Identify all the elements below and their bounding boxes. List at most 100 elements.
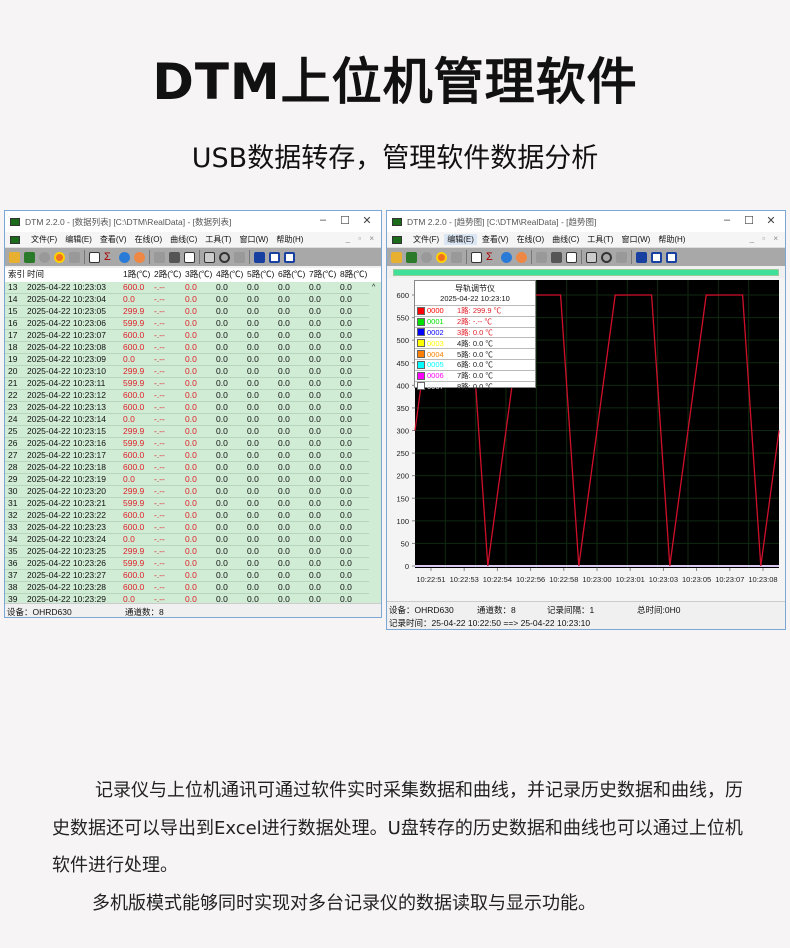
menu-online[interactable]: 在线(O) — [516, 235, 545, 244]
menu-help[interactable]: 帮助(H) — [658, 235, 686, 244]
record-icon[interactable] — [436, 251, 447, 263]
info-icon[interactable] — [501, 251, 512, 263]
time-range-slider[interactable] — [393, 269, 779, 276]
table-icon[interactable] — [89, 251, 100, 263]
table-row[interactable]: 25 2025-04-22 10:23:15 299.9 -.-- 0.0 0.0 0.0 0… — [5, 426, 369, 438]
zoom-icon[interactable] — [601, 251, 612, 263]
menu-view[interactable]: 查看(V) — [481, 235, 509, 244]
menu-file[interactable]: 文件(F) — [31, 235, 58, 244]
table-row[interactable]: 30 2025-04-22 10:23:20 299.9 -.-- 0.0 0.0 0.0 0… — [5, 486, 369, 498]
col-ch1[interactable]: 1路(℃) — [123, 269, 151, 279]
info-icon[interactable] — [119, 251, 130, 263]
copy-icon[interactable] — [586, 251, 597, 263]
disabled-icon[interactable] — [536, 251, 547, 263]
legend-item[interactable]: 0003 4路: 0.0 ℃ — [415, 337, 535, 348]
col-ch6[interactable]: 6路(℃) — [278, 269, 306, 279]
minimize-button[interactable]: – — [319, 214, 327, 226]
table-row[interactable]: 36 2025-04-22 10:23:26 599.9 -.-- 0.0 0.0 0.0 0… — [5, 558, 369, 570]
maximize-button[interactable]: ☐ — [744, 215, 754, 227]
mdi-controls[interactable]: _ ▫ × — [345, 234, 377, 243]
vertical-scrollbar[interactable]: ^ — [369, 282, 381, 603]
chart-icon[interactable] — [406, 251, 417, 263]
col-index[interactable]: 索引 — [8, 269, 26, 279]
scroll-up-icon[interactable]: ^ — [372, 284, 376, 291]
menu-help[interactable]: 帮助(H) — [276, 235, 304, 244]
table-row[interactable]: 27 2025-04-22 10:23:17 600.0 -.-- 0.0 0.0 0.0 0… — [5, 450, 369, 462]
legend-item[interactable]: 0000 1路: 299.9 ℃ — [415, 305, 535, 316]
zoom-icon[interactable] — [219, 251, 230, 263]
table-icon[interactable] — [471, 251, 482, 263]
mdi-controls[interactable]: _ ▫ × — [749, 234, 781, 243]
table-row[interactable]: 34 2025-04-22 10:23:24 0.0 -.-- 0.0 0.0 0.0 0.0… — [5, 534, 369, 546]
tile-vertical-icon[interactable] — [666, 251, 677, 263]
menu-edit[interactable]: 编辑(E) — [65, 235, 92, 244]
menu-window[interactable]: 窗口(W) — [621, 235, 651, 244]
col-ch5[interactable]: 5路(℃) — [247, 269, 275, 279]
table-row[interactable]: 19 2025-04-22 10:23:09 0.0 -.-- 0.0 0.0 0.0 0.0… — [5, 354, 369, 366]
table-row[interactable]: 17 2025-04-22 10:23:07 600.0 -.-- 0.0 0.0 0.0 0… — [5, 330, 369, 342]
cascade-icon[interactable] — [254, 251, 265, 263]
disabled-icon[interactable] — [421, 251, 432, 263]
table-row[interactable]: 21 2025-04-22 10:23:11 599.9 -.-- 0.0 0.0 0.0 0… — [5, 378, 369, 390]
tile-vertical-icon[interactable] — [284, 251, 295, 263]
open-folder-icon[interactable] — [391, 251, 402, 263]
legend-item[interactable]: 0006 7路: 0.0 ℃ — [415, 369, 535, 381]
minimize-button[interactable]: – — [723, 214, 731, 226]
maximize-button[interactable]: ☐ — [340, 215, 350, 227]
palette-icon[interactable] — [516, 251, 527, 263]
legend-item[interactable]: 0007 8路: 0.0 ℃ — [415, 380, 535, 392]
table-row[interactable]: 29 2025-04-22 10:23:19 0.0 -.-- 0.0 0.0 0.0 0.0… — [5, 474, 369, 486]
col-ch2[interactable]: 2路(℃) — [154, 269, 182, 279]
menu-file[interactable]: 文件(F) — [413, 235, 440, 244]
table-row[interactable]: 14 2025-04-22 10:23:04 0.0 -.-- 0.0 0.0 0.0 0.0… — [5, 294, 369, 306]
close-button[interactable]: ✕ — [362, 215, 372, 227]
stop-icon[interactable] — [69, 251, 80, 263]
table-row[interactable]: 26 2025-04-22 10:23:16 599.9 -.-- 0.0 0.0 0.0 0… — [5, 438, 369, 450]
table-row[interactable]: 15 2025-04-22 10:23:05 299.9 -.-- 0.0 0.0 0.0 0… — [5, 306, 369, 318]
cascade-icon[interactable] — [636, 251, 647, 263]
table-row[interactable]: 23 2025-04-22 10:23:13 600.0 -.-- 0.0 0.0 0.0 0… — [5, 402, 369, 414]
tile-horizontal-icon[interactable] — [269, 251, 280, 263]
menu-view[interactable]: 查看(V) — [99, 235, 127, 244]
table-row[interactable]: 20 2025-04-22 10:23:10 299.9 -.-- 0.0 0.0 0.0 0… — [5, 366, 369, 378]
palette-icon[interactable] — [134, 251, 145, 263]
table-row[interactable]: 16 2025-04-22 10:23:06 599.9 -.-- 0.0 0.0 0.0 0… — [5, 318, 369, 330]
legend-item[interactable]: 0002 3路: 0.0 ℃ — [415, 326, 535, 338]
stop-icon[interactable] — [451, 251, 462, 263]
legend-item[interactable]: 0004 5路: 0.0 ℃ — [415, 348, 535, 359]
print-icon[interactable] — [169, 251, 180, 263]
print-preview-icon[interactable] — [566, 251, 577, 263]
menu-curve[interactable]: 曲线(C) — [170, 235, 198, 244]
print-preview-icon[interactable] — [184, 251, 195, 263]
col-ch4[interactable]: 4路(℃) — [216, 269, 244, 279]
disabled-icon[interactable] — [234, 251, 245, 263]
disabled-icon[interactable] — [616, 251, 627, 263]
disabled-icon[interactable] — [39, 251, 50, 263]
disabled-icon[interactable] — [154, 251, 165, 263]
print-icon[interactable] — [551, 251, 562, 263]
table-row[interactable]: 28 2025-04-22 10:23:18 600.0 -.-- 0.0 0.0 0.0 0… — [5, 462, 369, 474]
table-row[interactable]: 35 2025-04-22 10:23:25 299.9 -.-- 0.0 0.0 0.0 0… — [5, 546, 369, 558]
table-row[interactable]: 18 2025-04-22 10:23:08 600.0 -.-- 0.0 0.0 0.0 0… — [5, 342, 369, 354]
sigma-icon[interactable]: Σ — [104, 250, 111, 263]
record-icon[interactable] — [54, 251, 65, 263]
sigma-icon[interactable]: Σ — [486, 250, 493, 263]
legend-item[interactable]: 0005 6路: 0.0 ℃ — [415, 358, 535, 370]
menu-online[interactable]: 在线(O) — [134, 235, 163, 244]
legend-item[interactable]: 0001 2路: -.-- ℃ — [415, 315, 535, 327]
menu-tools[interactable]: 工具(T) — [205, 235, 232, 244]
table-row[interactable]: 37 2025-04-22 10:23:27 600.0 -.-- 0.0 0.0 0.0 0… — [5, 570, 369, 582]
menu-edit[interactable]: 编辑(E) — [444, 234, 477, 245]
chart-icon[interactable] — [24, 251, 35, 263]
tile-horizontal-icon[interactable] — [651, 251, 662, 263]
table-row[interactable]: 38 2025-04-22 10:23:28 600.0 -.-- 0.0 0.0 0.0 0… — [5, 582, 369, 594]
menu-tools[interactable]: 工具(T) — [587, 235, 614, 244]
table-row[interactable]: 24 2025-04-22 10:23:14 0.0 -.-- 0.0 0.0 0.0 0.0… — [5, 414, 369, 426]
table-row[interactable]: 31 2025-04-22 10:23:21 599.9 -.-- 0.0 0.0 0.0 0… — [5, 498, 369, 510]
table-row[interactable]: 32 2025-04-22 10:23:22 600.0 -.-- 0.0 0.0 0.0 0… — [5, 510, 369, 522]
table-row[interactable]: 22 2025-04-22 10:23:12 600.0 -.-- 0.0 0.0 0.0 0… — [5, 390, 369, 402]
table-row[interactable]: 13 2025-04-22 10:23:03 600.0 -.-- 0.0 0.0 0.0 0… — [5, 282, 369, 294]
open-folder-icon[interactable] — [9, 251, 20, 263]
menu-curve[interactable]: 曲线(C) — [552, 235, 580, 244]
col-ch7[interactable]: 7路(℃) — [309, 269, 337, 279]
